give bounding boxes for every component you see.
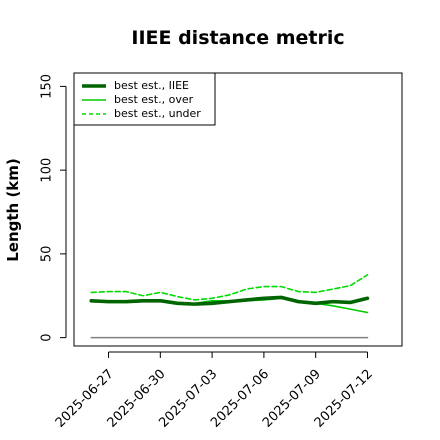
series-line-3 [90, 274, 369, 301]
legend-box [73, 72, 216, 126]
y-tick-label: 0 [40, 333, 55, 341]
legend-entry-label: best est., over [114, 93, 194, 106]
series-line-1 [89, 295, 370, 306]
y-axis: 0 50 100 150 [40, 74, 67, 342]
legend-entry-label: best est., under [114, 107, 201, 120]
y-tick-label: 100 [40, 158, 55, 183]
y-tick-label: 50 [40, 246, 55, 263]
plot-frame [73, 72, 403, 347]
series-layer [89, 274, 370, 339]
y-axis-label: Length (km) [4, 158, 22, 262]
chart-title: IIEE distance metric [131, 27, 344, 49]
x-axis: 2025-06-272025-06-302025-07-032025-07-06… [53, 351, 376, 431]
legend-entry-label: best est., IIEE [114, 79, 189, 92]
y-tick-label: 150 [40, 74, 55, 99]
